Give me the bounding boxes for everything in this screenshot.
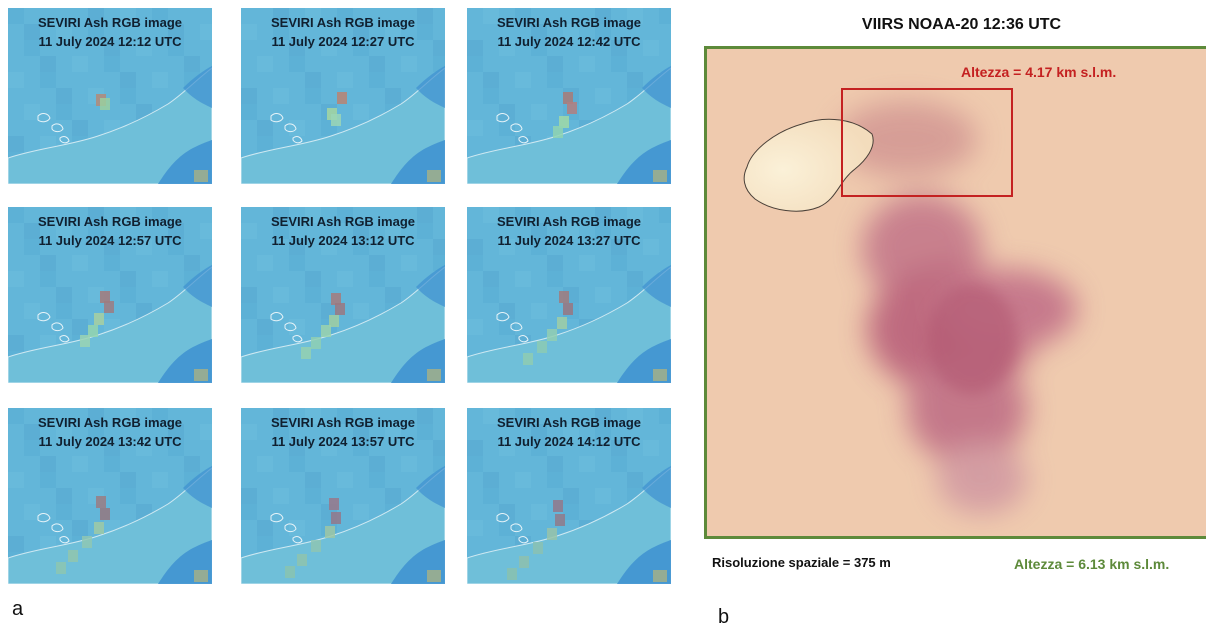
- seviri-caption-line2: 11 July 2024 13:42 UTC: [38, 434, 182, 449]
- seviri-image-caption: SEVIRI Ash RGB image 11 July 2024 13:42 …: [8, 413, 212, 451]
- seviri-image-2: SEVIRI Ash RGB image 11 July 2024 12:27 …: [241, 8, 445, 184]
- seviri-map: [467, 8, 671, 184]
- seviri-image-6: SEVIRI Ash RGB image 11 July 2024 13:27 …: [467, 207, 671, 383]
- seviri-caption-line1: SEVIRI Ash RGB image: [271, 415, 415, 430]
- seviri-image-4: SEVIRI Ash RGB image 11 July 2024 12:57 …: [8, 207, 212, 383]
- seviri-caption-line1: SEVIRI Ash RGB image: [271, 15, 415, 30]
- seviri-map: [467, 207, 671, 383]
- seviri-map: [241, 8, 445, 184]
- seviri-caption-line1: SEVIRI Ash RGB image: [38, 415, 182, 430]
- island-outline: [743, 118, 874, 212]
- seviri-map: [241, 207, 445, 383]
- seviri-map: [241, 408, 445, 584]
- green-box-height-label: Altezza = 6.13 km s.l.m.: [1014, 556, 1170, 572]
- seviri-image-1: SEVIRI Ash RGB image 11 July 2024 12:12 …: [8, 8, 212, 184]
- seviri-caption-line2: 11 July 2024 12:12 UTC: [38, 34, 182, 49]
- seviri-caption-line1: SEVIRI Ash RGB image: [38, 214, 182, 229]
- seviri-image-caption: SEVIRI Ash RGB image 11 July 2024 12:42 …: [467, 13, 671, 51]
- seviri-map: [8, 408, 212, 584]
- seviri-image-caption: SEVIRI Ash RGB image 11 July 2024 12:27 …: [241, 13, 445, 51]
- seviri-caption-line1: SEVIRI Ash RGB image: [497, 15, 641, 30]
- seviri-caption-line2: 11 July 2024 12:42 UTC: [497, 34, 641, 49]
- seviri-caption-line1: SEVIRI Ash RGB image: [38, 15, 182, 30]
- seviri-image-9: SEVIRI Ash RGB image 11 July 2024 14:12 …: [467, 408, 671, 584]
- red-box-height-label: Altezza = 4.17 km s.l.m.: [961, 64, 1117, 80]
- panel-a-label: a: [12, 598, 24, 620]
- seviri-caption-line2: 11 July 2024 13:12 UTC: [271, 233, 415, 248]
- seviri-image-caption: SEVIRI Ash RGB image 11 July 2024 13:27 …: [467, 212, 671, 250]
- seviri-image-3: SEVIRI Ash RGB image 11 July 2024 12:42 …: [467, 8, 671, 184]
- seviri-image-caption: SEVIRI Ash RGB image 11 July 2024 14:12 …: [467, 413, 671, 451]
- seviri-image-8: SEVIRI Ash RGB image 11 July 2024 13:57 …: [241, 408, 445, 584]
- spatial-resolution-label: Risoluzione spaziale = 375 m: [712, 555, 891, 570]
- seviri-image-caption: SEVIRI Ash RGB image 11 July 2024 12:57 …: [8, 212, 212, 250]
- seviri-image-caption: SEVIRI Ash RGB image 11 July 2024 13:12 …: [241, 212, 445, 250]
- seviri-caption-line1: SEVIRI Ash RGB image: [271, 214, 415, 229]
- viirs-map: [743, 101, 1077, 514]
- red-box-region: [841, 88, 1013, 197]
- seviri-image-caption: SEVIRI Ash RGB image 11 July 2024 12:12 …: [8, 13, 212, 51]
- seviri-caption-line1: SEVIRI Ash RGB image: [497, 214, 641, 229]
- viirs-image: Altezza = 4.17 km s.l.m.: [704, 46, 1206, 539]
- ash-plume: [837, 101, 1077, 514]
- seviri-map: [8, 8, 212, 184]
- seviri-caption-line1: SEVIRI Ash RGB image: [497, 415, 641, 430]
- seviri-image-5: SEVIRI Ash RGB image 11 July 2024 13:12 …: [241, 207, 445, 383]
- seviri-image-caption: SEVIRI Ash RGB image 11 July 2024 13:57 …: [241, 413, 445, 451]
- seviri-map: [467, 408, 671, 584]
- seviri-caption-line2: 11 July 2024 14:12 UTC: [497, 434, 641, 449]
- seviri-caption-line2: 11 July 2024 12:57 UTC: [38, 233, 182, 248]
- seviri-caption-line2: 11 July 2024 13:27 UTC: [497, 233, 641, 248]
- viirs-title: VIIRS NOAA-20 12:36 UTC: [861, 16, 1062, 33]
- seviri-image-7: SEVIRI Ash RGB image 11 July 2024 13:42 …: [8, 408, 212, 584]
- panel-b-label: b: [718, 606, 730, 628]
- seviri-map: [8, 207, 212, 383]
- seviri-caption-line2: 11 July 2024 13:57 UTC: [271, 434, 415, 449]
- seviri-caption-line2: 11 July 2024 12:27 UTC: [271, 34, 415, 49]
